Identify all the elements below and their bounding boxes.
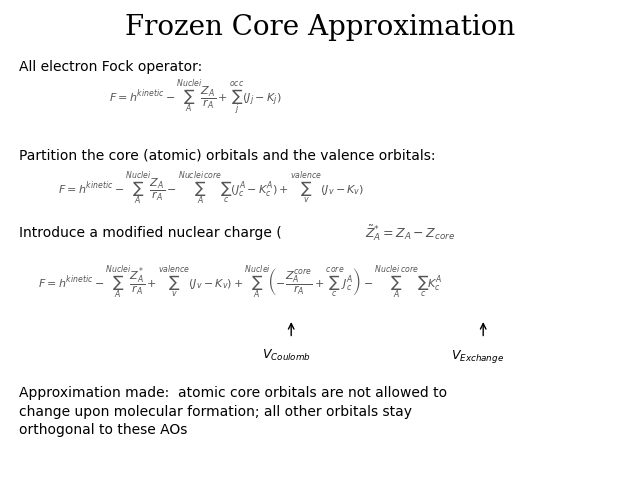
Text: $V_{Coulomb}$: $V_{Coulomb}$ <box>262 348 312 363</box>
Text: Approximation made:  atomic core orbitals are not allowed to
change upon molecul: Approximation made: atomic core orbitals… <box>19 386 447 437</box>
Text: Partition the core (atomic) orbitals and the valence orbitals:: Partition the core (atomic) orbitals and… <box>19 149 436 163</box>
Text: $F = h^{kinetic} - \sum_{A}^{Nuclei}\dfrac{Z_{A}^{*}}{r_{A}} + \sum_{v}^{valence: $F = h^{kinetic} - \sum_{A}^{Nuclei}\dfr… <box>38 264 442 302</box>
Text: $\tilde{Z}_{A}^{*} = Z_{A} - Z_{core}$: $\tilde{Z}_{A}^{*} = Z_{A} - Z_{core}$ <box>365 223 455 243</box>
Text: All electron Fock operator:: All electron Fock operator: <box>19 60 202 74</box>
Text: $V_{Exchange}$: $V_{Exchange}$ <box>451 348 504 365</box>
Text: Frozen Core Approximation: Frozen Core Approximation <box>125 14 515 41</box>
Text: $F = h^{kinetic} - \sum_{A}^{Nuclei}\dfrac{Z_{A}}{r_{A}} + \sum_{j}^{occ}(J_{j} : $F = h^{kinetic} - \sum_{A}^{Nuclei}\dfr… <box>109 79 281 118</box>
Text: $F = h^{kinetic} - \sum_{A}^{Nuclei}\dfrac{Z_{A}}{r_{A}} - \sum_{A}^{Nuclei\,cor: $F = h^{kinetic} - \sum_{A}^{Nuclei}\dfr… <box>58 171 364 208</box>
Text: Introduce a modified nuclear charge (: Introduce a modified nuclear charge ( <box>19 226 282 240</box>
